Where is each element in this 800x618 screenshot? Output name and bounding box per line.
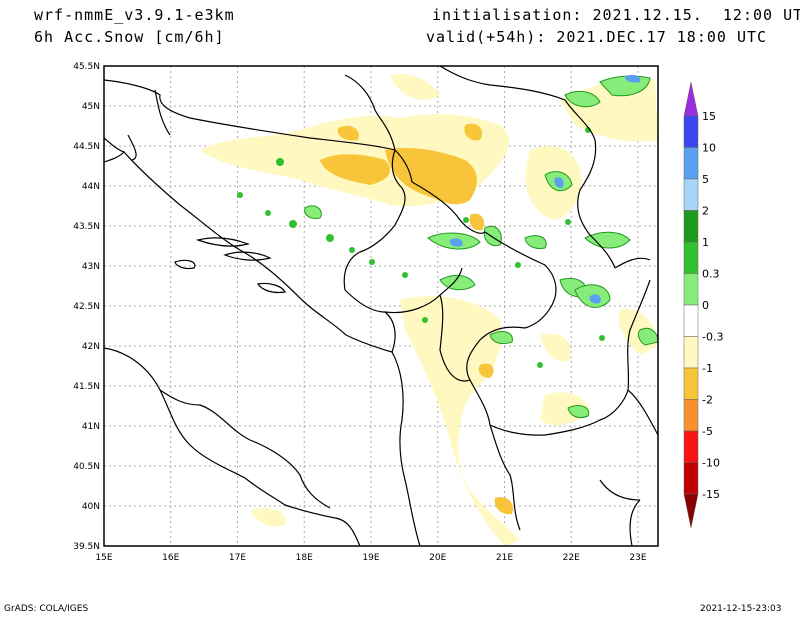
colorbar-swatch: [683, 210, 699, 243]
lat-label: 45N: [82, 102, 100, 112]
colorbar-swatch: [683, 367, 699, 400]
colorbar-label: 0.3: [702, 268, 720, 281]
lon-label: 20E: [429, 553, 446, 563]
colorbar-label: -10: [702, 457, 720, 470]
lat-label: 44N: [82, 182, 100, 192]
lat-label: 39.5N: [73, 542, 100, 552]
lat-label: 41N: [82, 422, 100, 432]
lat-label: 42N: [82, 342, 100, 352]
colorbar-label: -1: [702, 362, 713, 375]
latitude-labels: 45.5N 45N 44.5N 44N 43.5N 43N 42.5N 42N 41.5N 41N…: [73, 62, 100, 552]
colorbar-swatch: [683, 493, 699, 529]
lon-label: 19E: [362, 553, 379, 563]
colorbar-label: 1: [702, 236, 709, 249]
footer-timestamp: 2021-12-15-23:03: [700, 604, 782, 614]
colorbar-swatch: [683, 241, 699, 274]
snow-field: [200, 73, 658, 546]
colorbar-swatch: [683, 304, 699, 337]
lon-label: 15E: [95, 553, 112, 563]
lat-label: 42.5N: [73, 302, 100, 312]
coastlines-borders: [104, 66, 658, 546]
init-time: initialisation: 2021.12.15. 12:00 UTC: [432, 6, 800, 24]
colorbar-swatch: [683, 147, 699, 180]
field-title: 6h Acc.Snow [cm/6h]: [34, 28, 225, 46]
lon-label: 23E: [629, 553, 646, 563]
lon-label: 16E: [162, 553, 179, 563]
lat-label: 44.5N: [73, 142, 100, 152]
footer-credit: GrADS: COLA/IGES: [4, 604, 89, 614]
colorbar-swatch: [683, 336, 699, 369]
colorbar-swatch: [683, 115, 699, 148]
lon-label: 17E: [229, 553, 246, 563]
colorbar-label: -2: [702, 394, 713, 407]
colorbar-swatch: [683, 430, 699, 463]
lat-label: 41.5N: [73, 382, 100, 392]
lat-label: 43N: [82, 262, 100, 272]
colorbar-label: 5: [702, 173, 709, 186]
map-frame: [103, 65, 659, 547]
lat-label: 40.5N: [73, 462, 100, 472]
colorbar-swatch: [683, 462, 699, 495]
lon-label: 21E: [496, 553, 513, 563]
colorbar-label: 10: [702, 142, 716, 155]
lat-label: 45.5N: [73, 62, 100, 72]
lat-label: 43.5N: [73, 222, 100, 232]
colorbar-label: 0: [702, 299, 709, 312]
lat-label: 40N: [82, 502, 100, 512]
colorbar-label: 2: [702, 205, 709, 218]
colorbar: 15 10 5 2 1 0.3 0 -0.3 -1 -2 -5 -10 -15: [683, 81, 723, 529]
lon-label: 22E: [563, 553, 580, 563]
colorbar-label: -15: [702, 488, 720, 501]
model-title: wrf-nmmE_v3.9.1-e3km: [34, 6, 235, 24]
valid-time: valid(+54h): 2021.DEC.17 18:00 UTC: [426, 28, 768, 46]
colorbar-swatch: [683, 178, 699, 211]
longitude-labels: 15E 16E 17E 18E 19E 20E 21E 22E 23E: [95, 553, 646, 563]
lon-label: 18E: [296, 553, 313, 563]
colorbar-label: 15: [702, 110, 716, 123]
colorbar-swatch: [683, 81, 699, 117]
colorbar-swatch: [683, 399, 699, 432]
colorbar-label: -0.3: [702, 331, 723, 344]
colorbar-label: -5: [702, 425, 713, 438]
colorbar-swatch: [683, 273, 699, 306]
